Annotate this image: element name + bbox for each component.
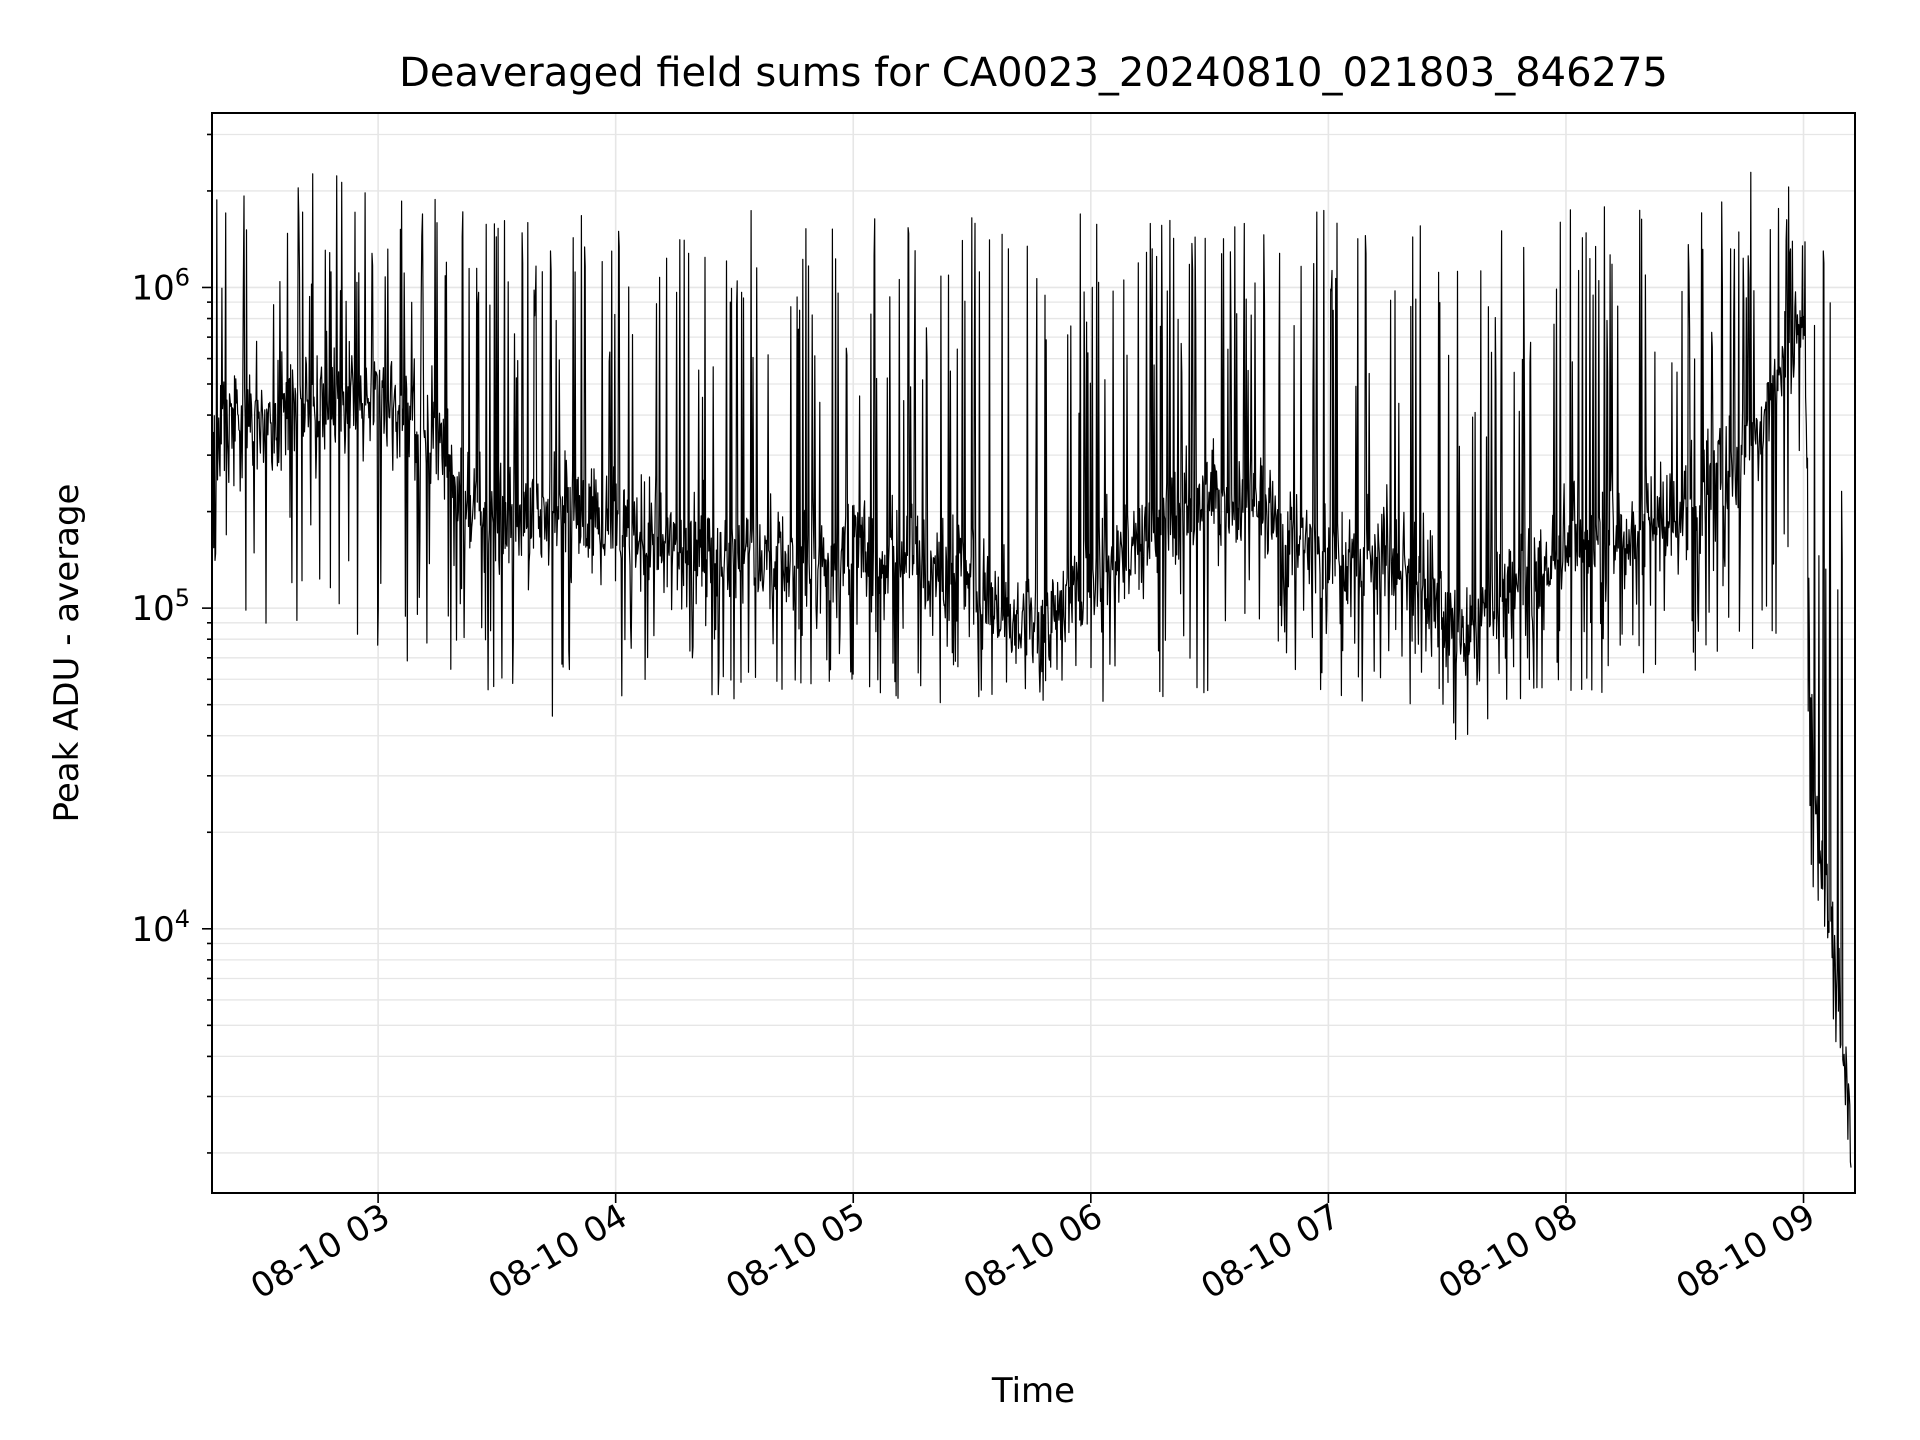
x-tick-label: 08-10 05 <box>719 1196 871 1307</box>
series-group <box>211 171 1852 1168</box>
y-tick-label: 105 <box>131 584 190 629</box>
x-tick-label: 08-10 09 <box>1670 1196 1822 1307</box>
x-tick-label: 08-10 07 <box>1194 1196 1346 1307</box>
x-tick-label: 08-10 03 <box>244 1196 396 1307</box>
y-tick-labels: 104 105 106 <box>131 263 190 949</box>
x-tick-labels: 08-10 03 08-10 04 08-10 05 08-10 06 08-10 07… <box>244 1196 1822 1307</box>
axis-ticks <box>202 133 1805 1203</box>
y-tick-label: 106 <box>131 263 190 308</box>
x-tick-label: 08-10 08 <box>1432 1196 1584 1307</box>
series-line-0 <box>211 171 1852 1168</box>
x-tick-label: 08-10 06 <box>957 1196 1109 1307</box>
x-tick-label: 08-10 04 <box>482 1196 634 1307</box>
y-tick-label: 104 <box>131 905 190 950</box>
y-axis-label: Peak ADU - average <box>47 484 87 823</box>
plot-frame <box>211 112 1856 1194</box>
x-axis-label: Time <box>991 1371 1075 1411</box>
chart-title: Deaveraged field sums for CA0023_2024081… <box>399 50 1668 96</box>
